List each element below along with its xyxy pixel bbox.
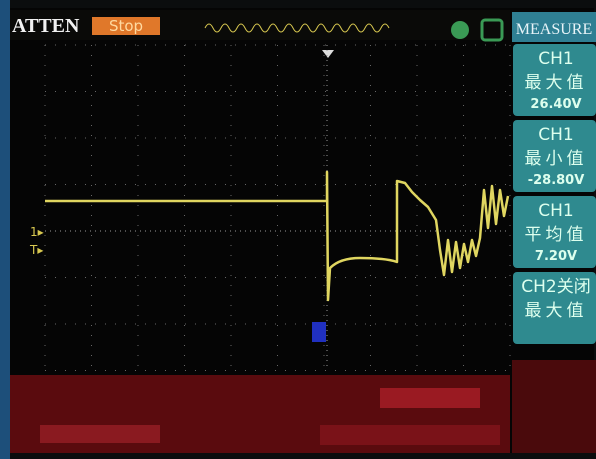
ch1-marker: 1▸ <box>30 225 44 239</box>
measure-label: 最大值 <box>525 73 588 93</box>
measure-label: 最大值 <box>525 301 588 321</box>
status-label: Stop <box>109 17 143 35</box>
mode-label: ATTEN <box>12 15 80 37</box>
measure-channel: CH1 <box>538 125 573 145</box>
trigger-icon <box>451 21 469 39</box>
oscilloscope-photo: ATTEN Stop MEASURE 1▸ T▸ CH1 最大值 26.40V CH1… <box>0 0 596 459</box>
measure-channel: CH1 <box>538 49 573 69</box>
bottom-noise <box>512 360 596 453</box>
cursor-marker <box>312 322 326 342</box>
bottom-noise <box>380 388 480 408</box>
menu-title: MEASURE <box>516 21 592 38</box>
measure-channel: CH2关闭 <box>521 277 590 297</box>
measure-label: 平均值 <box>525 225 588 245</box>
measure-label: 最小值 <box>525 149 588 169</box>
measure-channel: CH1 <box>538 201 573 221</box>
measure-value: 7.20V <box>535 249 577 264</box>
bottom-noise <box>320 425 500 445</box>
measure-value: 26.40V <box>530 97 581 112</box>
ch1-marker: T▸ <box>29 243 43 257</box>
bottom-noise <box>40 425 160 443</box>
left-edge <box>0 0 10 459</box>
top-bar <box>10 10 510 40</box>
measure-value: -28.80V <box>528 173 585 188</box>
